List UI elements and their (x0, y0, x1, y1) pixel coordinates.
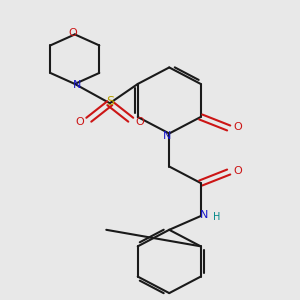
Text: S: S (106, 95, 114, 108)
Text: N: N (72, 80, 81, 90)
Text: O: O (69, 28, 77, 38)
Text: N: N (163, 131, 172, 141)
Text: O: O (135, 118, 144, 128)
Text: O: O (233, 166, 242, 176)
Text: O: O (76, 118, 84, 128)
Text: O: O (233, 122, 242, 132)
Text: N: N (200, 210, 208, 220)
Text: H: H (213, 212, 220, 222)
